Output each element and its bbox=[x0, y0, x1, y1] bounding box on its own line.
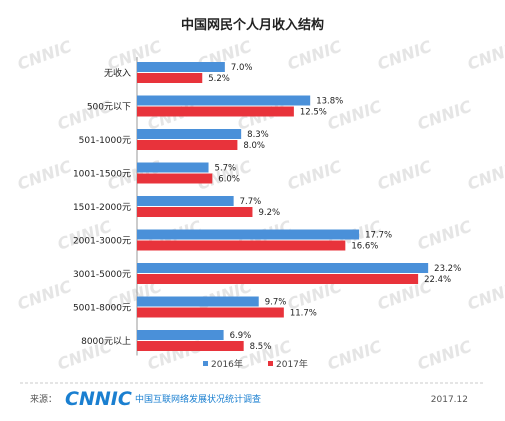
value-label: 11.7% bbox=[290, 309, 317, 319]
value-label: 8.3% bbox=[247, 130, 269, 140]
value-label: 12.5% bbox=[300, 108, 327, 118]
watermark-text: CNNIC bbox=[375, 157, 435, 194]
bar-2017 bbox=[137, 173, 213, 184]
bar-2017 bbox=[137, 73, 203, 83]
watermark-text: CNNIC bbox=[325, 337, 385, 374]
report-date: 2017.12 bbox=[431, 395, 468, 405]
bar-2016 bbox=[137, 162, 209, 173]
value-label: 7.0% bbox=[231, 63, 253, 73]
bar-2017 bbox=[137, 140, 238, 150]
bar-2017 bbox=[137, 240, 346, 251]
bar-2016 bbox=[137, 196, 234, 206]
legend-swatch bbox=[203, 361, 208, 366]
value-label: 8.0% bbox=[243, 141, 265, 151]
source-label: 来源： bbox=[30, 394, 57, 405]
value-label: 13.8% bbox=[316, 97, 343, 107]
value-label: 5.2% bbox=[208, 74, 230, 84]
value-label: 23.2% bbox=[434, 264, 461, 274]
brand-subtitle: 中国互联网络发展状况统计调查 bbox=[135, 393, 261, 405]
bar-2016 bbox=[137, 263, 429, 273]
brand-logo: CNNIC bbox=[65, 388, 132, 410]
bar-2017 bbox=[137, 106, 294, 117]
value-label: 6.9% bbox=[230, 331, 252, 341]
watermark-text: CNNIC bbox=[465, 277, 505, 314]
category-label: 1501-2000元 bbox=[73, 203, 131, 213]
bar-2016 bbox=[137, 62, 225, 72]
value-label: 5.7% bbox=[215, 164, 237, 174]
legend-swatch bbox=[268, 361, 273, 366]
bar-2016 bbox=[137, 296, 259, 307]
category-label: 8000元以上 bbox=[81, 336, 131, 347]
value-label: 17.7% bbox=[365, 231, 392, 241]
value-label: 22.4% bbox=[424, 275, 451, 285]
bar-2016 bbox=[137, 129, 242, 139]
value-label: 8.5% bbox=[250, 342, 272, 352]
bar-2017 bbox=[137, 207, 253, 217]
watermark-text: CNNIC bbox=[415, 337, 475, 374]
bar-2017 bbox=[137, 341, 244, 351]
category-label: 501-1000元 bbox=[79, 136, 131, 146]
legend-label: 2017年 bbox=[276, 358, 308, 370]
category-label: 500元以下 bbox=[87, 103, 131, 113]
watermark-text: CNNIC bbox=[465, 157, 505, 194]
bar-2017 bbox=[137, 274, 419, 284]
legend-label: 2016年 bbox=[211, 358, 243, 370]
bar-2016 bbox=[137, 330, 224, 340]
value-label: 6.0% bbox=[218, 175, 240, 185]
category-label: 1001-1500元 bbox=[73, 170, 131, 180]
category-label: 2001-3000元 bbox=[73, 237, 131, 247]
watermark-text: CNNIC bbox=[415, 217, 475, 254]
value-label: 9.2% bbox=[258, 208, 280, 218]
bar-2017 bbox=[137, 307, 284, 318]
category-label: 5001-8000元 bbox=[73, 304, 131, 314]
watermark-text: CNNIC bbox=[15, 277, 75, 314]
chart-title: 中国网民个人月收入结构 bbox=[180, 18, 324, 33]
value-label: 7.7% bbox=[240, 197, 262, 207]
watermark-text: CNNIC bbox=[285, 157, 345, 194]
watermark-text: CNNIC bbox=[415, 97, 475, 134]
watermark-text: CNNIC bbox=[15, 157, 75, 194]
value-label: 9.7% bbox=[265, 298, 287, 308]
bar-2016 bbox=[137, 229, 360, 240]
watermark-text: CNNIC bbox=[465, 37, 505, 74]
bar-2016 bbox=[137, 95, 311, 106]
watermark-text: CNNIC bbox=[375, 37, 435, 74]
watermark-text: CNNIC bbox=[285, 37, 345, 74]
watermark-text: CNNIC bbox=[15, 37, 75, 74]
watermark-text: CNNIC bbox=[55, 217, 115, 254]
category-label: 3001-5000元 bbox=[73, 270, 131, 280]
value-label: 16.6% bbox=[351, 242, 378, 252]
category-label: 无收入 bbox=[104, 67, 131, 79]
